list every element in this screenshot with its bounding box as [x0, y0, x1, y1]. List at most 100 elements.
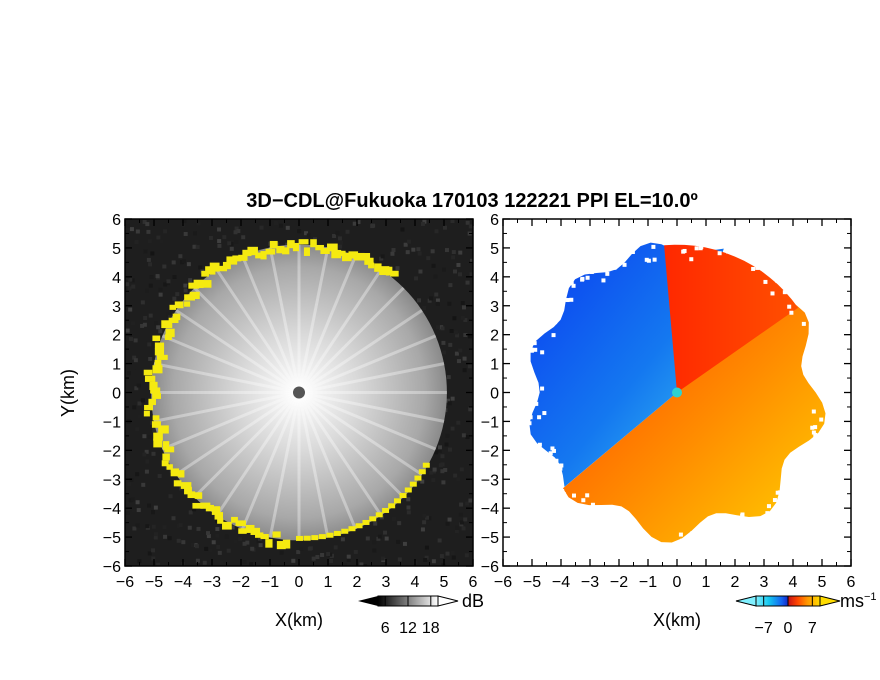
noise-cell: [433, 274, 438, 279]
noise-cell: [144, 449, 149, 454]
highlight-cell: [414, 475, 422, 481]
noise-cell: [291, 558, 296, 563]
y-tick-label: −3: [103, 472, 121, 489]
noise-cell: [127, 482, 132, 487]
noise-cell: [234, 226, 239, 231]
noise-cell: [456, 262, 461, 267]
velocity-y-ticks: [503, 218, 851, 567]
noise-cell: [163, 229, 168, 234]
noise-cell: [441, 340, 446, 345]
speckle-cell: [810, 425, 815, 430]
radial-streak: [161, 334, 300, 394]
noise-cell: [456, 477, 461, 482]
noise-cell: [380, 556, 385, 561]
noise-cell: [136, 508, 141, 513]
noise-cell: [168, 315, 173, 320]
noise-cell: [435, 298, 440, 303]
radial-streak: [298, 391, 423, 476]
highlight-cell: [152, 365, 163, 374]
speckle-cell: [815, 453, 820, 458]
x-tick-label: 1: [324, 574, 333, 591]
noise-cell: [259, 225, 264, 230]
noise-cell: [424, 545, 429, 550]
colorbar-unit: ms−1: [840, 591, 877, 611]
highlight-cell: [333, 530, 341, 536]
radial-streak: [193, 286, 301, 394]
noise-cell: [157, 474, 162, 479]
radial-streaks: [151, 244, 447, 541]
speckle-cell: [549, 464, 554, 469]
speckle-cell: [713, 242, 718, 247]
speckle-cell: [811, 430, 816, 435]
noise-cell: [456, 420, 461, 425]
highlight-cell: [161, 460, 169, 467]
y-tick-label: 6: [112, 212, 121, 229]
noise-cell: [140, 398, 145, 403]
x-tick-label: 4: [411, 574, 420, 591]
x-tick-label: 5: [818, 574, 827, 591]
noise-cell: [441, 480, 446, 485]
highlight-cell: [341, 528, 349, 534]
noise-cell: [451, 255, 456, 260]
noise-cell: [133, 358, 138, 363]
noise-cell: [450, 396, 455, 401]
highlight-cell: [276, 541, 286, 550]
noise-cell: [147, 435, 152, 440]
radial-streak: [193, 391, 301, 499]
y-tick-label: −2: [481, 443, 499, 460]
noise-cell: [206, 531, 211, 536]
noise-cell: [226, 548, 231, 553]
y-tick-label: −6: [481, 559, 499, 576]
noise-cell: [273, 221, 278, 226]
highlight-cell: [144, 404, 154, 411]
noise-cell: [356, 220, 361, 225]
noise-cell: [462, 356, 467, 361]
x-tick-label: 4: [789, 574, 798, 591]
speckle-cell: [551, 448, 556, 453]
highlight-cell: [148, 398, 156, 406]
highlight-cell: [161, 320, 173, 329]
noise-cell: [365, 536, 370, 541]
speckle-cell: [529, 348, 534, 353]
speckle-cell: [560, 489, 565, 494]
noise-cell: [171, 516, 176, 521]
noise-cell: [445, 433, 450, 438]
speckle-cell: [729, 523, 734, 528]
noise-cell: [299, 546, 304, 551]
noise-cell: [196, 526, 201, 531]
noise-cell: [353, 549, 358, 554]
highlight-cell: [409, 481, 417, 487]
noise-cell: [125, 328, 130, 333]
speckle-cell: [763, 279, 768, 284]
speckle-cell: [537, 415, 542, 420]
highlight-cell: [287, 240, 295, 249]
y-tick-label: −5: [103, 530, 121, 547]
speckle-cell: [778, 275, 783, 280]
radial-streak: [297, 392, 330, 538]
noise-cell: [198, 265, 203, 270]
noise-cell: [422, 520, 427, 525]
speckle-cell: [716, 538, 721, 543]
speckle-cell: [726, 249, 731, 254]
speckle-cell: [782, 486, 787, 491]
noise-cell: [427, 516, 432, 521]
noise-cell: [444, 248, 449, 253]
speckle-cell: [777, 490, 782, 495]
noise-cell: [151, 451, 156, 456]
highlight-cell: [374, 263, 382, 272]
noise-cell: [465, 280, 470, 285]
speckle-cell: [794, 462, 799, 467]
speckle-cell: [832, 380, 837, 385]
noise-cell: [297, 229, 302, 234]
highlight-cell: [180, 482, 192, 489]
speckle-cell: [717, 251, 722, 256]
x-tick-label: 1: [702, 574, 711, 591]
speckle-cell: [813, 425, 818, 430]
noise-cell: [128, 277, 133, 282]
noise-cell: [459, 502, 464, 507]
noise-cell: [156, 325, 161, 330]
noise-cell: [451, 250, 456, 255]
speckle-cell: [532, 341, 537, 346]
noise-cell: [346, 558, 351, 563]
